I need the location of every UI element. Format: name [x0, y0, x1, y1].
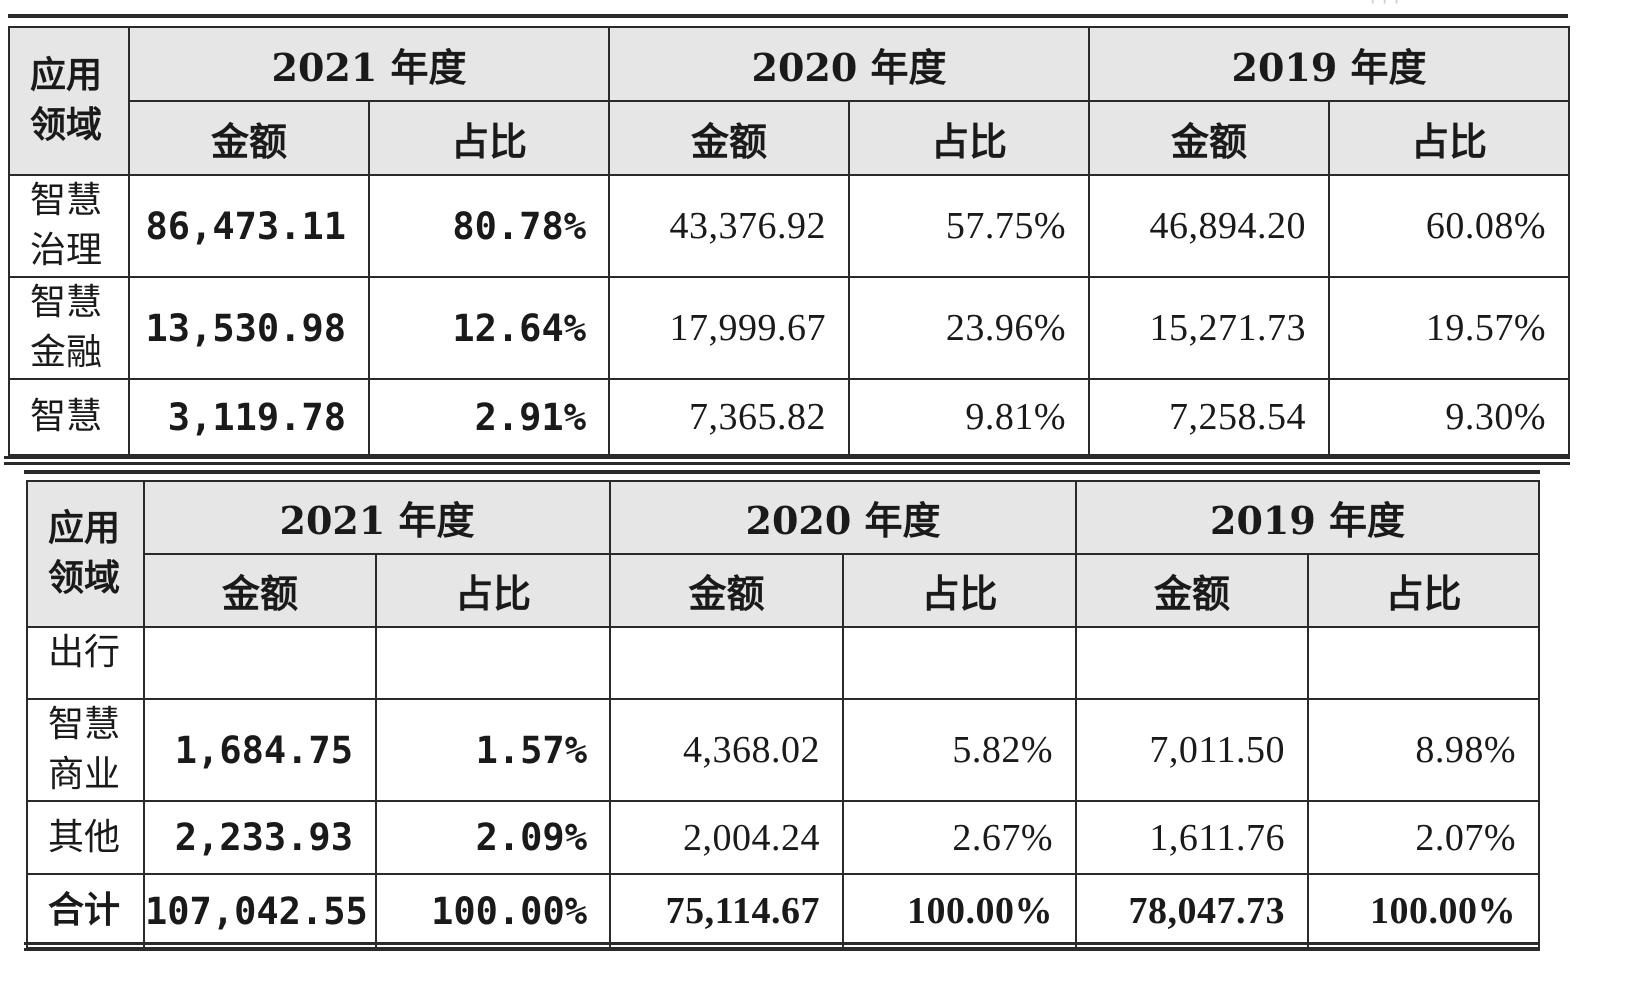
row-field: 智慧 金融 — [8, 276, 130, 380]
amount-2020: 2,004.24 — [609, 800, 844, 875]
bottom-rule — [24, 948, 1540, 951]
table-row: 智慧 金融 13,530.98 12.64% 17,999.67 23.96% 1… — [8, 276, 1570, 380]
table-row: 其他 2,233.93 2.09% 2,004.24 2.67% 1,611.7… — [26, 800, 1540, 875]
table-row: 出行 — [26, 626, 1540, 700]
amount-2019: 15,271.73 — [1088, 276, 1330, 380]
amount-2020: 4,368.02 — [609, 698, 844, 802]
header-ratio: 占比 — [368, 100, 610, 176]
header-ratio: 占比 — [842, 553, 1077, 628]
ratio-2021: 2.91% — [368, 378, 610, 456]
amount-2019: 7,011.50 — [1075, 698, 1309, 802]
table-row-total: 合计 107,042.55 100.00% 75,114.67 100.00% … — [26, 873, 1540, 949]
ratio-2021: 1.57% — [375, 698, 611, 802]
ratio-2020: 23.96% — [848, 276, 1090, 380]
bottom-rule — [24, 942, 1540, 945]
ratio-2020: 100.00% — [842, 873, 1077, 949]
revenue-table-top: 应用 领域 2021 年度 2020 年度 2019 年度 金额 占比 金额 占比… — [8, 26, 1570, 456]
ratio-2020: 9.81% — [848, 378, 1090, 456]
ratio-2019: 9.30% — [1328, 378, 1570, 456]
top-rule — [8, 14, 1568, 18]
header-year-2021: 2021 年度 — [143, 480, 611, 555]
ratio-2021: 12.64% — [368, 276, 610, 380]
ratio-2020: 5.82% — [842, 698, 1077, 802]
ratio-2021: 80.78% — [368, 174, 610, 278]
row-field: 智慧 商业 — [26, 698, 145, 802]
ratio-2021: 2.09% — [375, 800, 611, 875]
amount-2019 — [1075, 626, 1309, 700]
divider-rule — [24, 470, 1540, 474]
ratio-2020 — [842, 626, 1077, 700]
header-year-2020: 2020 年度 — [608, 26, 1090, 102]
header-year-2019: 2019 年度 — [1075, 480, 1540, 555]
header-ratio: 占比 — [1307, 553, 1540, 628]
header-ratio: 占比 — [375, 553, 611, 628]
ratio-2020: 57.75% — [848, 174, 1090, 278]
table-row: 智慧 3,119.78 2.91% 7,365.82 9.81% 7,258.5… — [8, 378, 1570, 456]
amount-2020: 17,999.67 — [608, 276, 850, 380]
divider-rule — [4, 462, 1570, 465]
amount-2021: 2,233.93 — [143, 800, 377, 875]
ratio-2019 — [1307, 626, 1540, 700]
header-year-2019: 2019 年度 — [1088, 26, 1570, 102]
amount-2021: 107,042.55 — [143, 873, 377, 949]
amount-2020 — [609, 626, 844, 700]
row-field: 出行 — [26, 626, 145, 700]
amount-2019: 78,047.73 — [1075, 873, 1309, 949]
ratio-2020: 2.67% — [842, 800, 1077, 875]
amount-2019: 7,258.54 — [1088, 378, 1330, 456]
ratio-2021: 100.00% — [375, 873, 611, 949]
header-year-2021: 2021 年度 — [128, 26, 610, 102]
header-ratio: 占比 — [848, 100, 1090, 176]
revenue-table-bottom: 应用 领域 2021 年度 2020 年度 2019 年度 金额 占比 金额 占比… — [26, 480, 1540, 949]
header-field-label: 应用 领域 — [26, 480, 145, 628]
header-amount: 金额 — [609, 553, 844, 628]
header-field-label: 应用 领域 — [8, 26, 130, 176]
amount-2021: 3,119.78 — [128, 378, 370, 456]
header-amount: 金额 — [143, 553, 377, 628]
header-ratio: 占比 — [1328, 100, 1570, 176]
header-year-2020: 2020 年度 — [609, 480, 1077, 555]
amount-2021: 86,473.11 — [128, 174, 370, 278]
amount-2019: 46,894.20 — [1088, 174, 1330, 278]
amount-2019: 1,611.76 — [1075, 800, 1309, 875]
ratio-2021 — [375, 626, 611, 700]
ratio-2019: 100.00% — [1307, 873, 1540, 949]
ratio-2019: 60.08% — [1328, 174, 1570, 278]
amount-2020: 7,365.82 — [608, 378, 850, 456]
header-amount: 金额 — [128, 100, 370, 176]
row-field: 合计 — [26, 873, 145, 949]
table-row: 智慧 商业 1,684.75 1.57% 4,368.02 5.82% 7,011… — [26, 698, 1540, 802]
ratio-2019: 2.07% — [1307, 800, 1540, 875]
amount-2021: 1,684.75 — [143, 698, 377, 802]
row-field: 其他 — [26, 800, 145, 875]
header-amount: 金额 — [1075, 553, 1309, 628]
amount-2021: 13,530.98 — [128, 276, 370, 380]
ratio-2019: 8.98% — [1307, 698, 1540, 802]
amount-2020: 43,376.92 — [608, 174, 850, 278]
divider-rule — [4, 456, 1570, 459]
row-field: 智慧 — [8, 378, 130, 456]
header-amount: 金额 — [1088, 100, 1330, 176]
amount-2020: 75,114.67 — [609, 873, 844, 949]
table-row: 智慧 治理 86,473.11 80.78% 43,376.92 57.75% 4… — [8, 174, 1570, 278]
ratio-2019: 19.57% — [1328, 276, 1570, 380]
header-amount: 金额 — [608, 100, 850, 176]
row-field: 智慧 治理 — [8, 174, 130, 278]
faded-corner-text: ' ' ' — [1370, 0, 1400, 18]
amount-2021 — [143, 626, 377, 700]
